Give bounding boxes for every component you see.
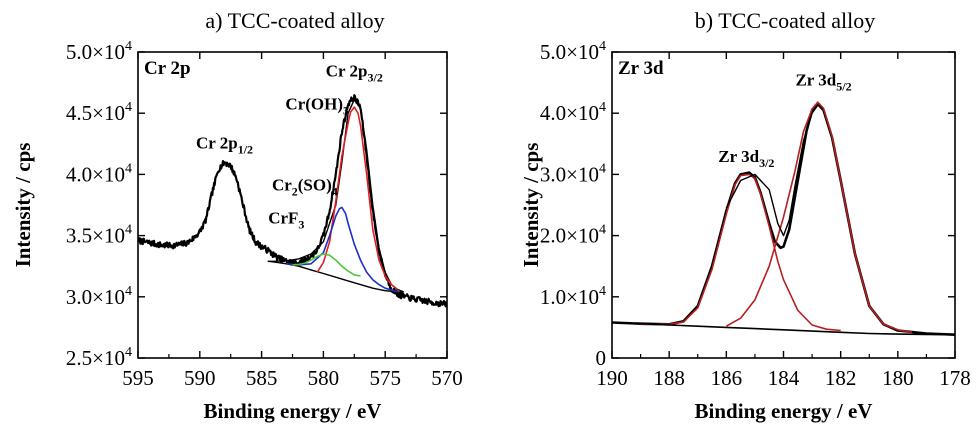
- peak-label-sub: 3/2: [759, 156, 774, 170]
- peak-label-tail: (SO): [298, 175, 332, 194]
- chart-title: b) TCC-coated alloy: [695, 8, 875, 33]
- peak-label-sub2: 4: [332, 184, 338, 198]
- y-tick-mantissa: 5.0×10: [66, 40, 125, 64]
- y-tick-label: 5.0×104: [540, 39, 606, 64]
- y-tick-mantissa: 4.0×10: [66, 162, 125, 186]
- y-tick-mantissa: 4.0×10: [540, 101, 599, 125]
- peak-label-sub: 3: [298, 217, 304, 231]
- plot-area: [138, 94, 447, 308]
- peak-label: Cr2(SO)4: [272, 175, 338, 198]
- peak-label-sub: 3/2: [367, 70, 382, 84]
- y-axis-label: Intensity / cps: [519, 143, 543, 268]
- peak-label-main: Cr 2p: [196, 134, 238, 153]
- peak-label: Cr 2p1/2: [196, 134, 253, 157]
- x-tick-label: 575: [369, 366, 401, 390]
- chart-title: a) TCC-coated alloy: [205, 8, 384, 33]
- peak-label-sub: 1/2: [238, 143, 253, 157]
- plot-area: [612, 101, 955, 336]
- element-label: Zr 3d: [618, 58, 664, 79]
- y-tick-mantissa: 3.5×10: [66, 224, 125, 248]
- y-tick-label: 4.5×104: [66, 100, 132, 125]
- peak-label-main: Cr: [272, 175, 292, 194]
- y-tick-exponent: 4: [125, 223, 132, 238]
- x-tick-label: 590: [184, 366, 216, 390]
- peak-label-sub: 3: [343, 104, 349, 118]
- series-line-3: [725, 101, 913, 334]
- y-tick-label: 4.0×104: [66, 161, 132, 186]
- x-tick-label: 178: [939, 366, 971, 390]
- y-tick-exponent: 4: [125, 161, 132, 176]
- peak-label: Cr 2p3/2: [326, 61, 383, 84]
- y-tick-exponent: 4: [125, 345, 132, 360]
- x-tick-label: 182: [825, 366, 857, 390]
- peak-label-main: Zr 3d: [795, 71, 836, 90]
- x-tick-label: 570: [431, 366, 463, 390]
- y-tick-label: 2.0×104: [540, 223, 606, 248]
- y-tick-exponent: 4: [125, 100, 132, 115]
- x-tick-label: 190: [596, 366, 628, 390]
- y-tick-exponent: 4: [125, 284, 132, 299]
- peak-label: CrF3: [268, 208, 304, 231]
- chart-panel-a: a) TCC-coated alloy 595 590 585 580 575 570 2.5…: [11, 8, 463, 423]
- series-line-2: [640, 173, 841, 332]
- x-tick-label: 585: [246, 366, 278, 390]
- x-tick-label: 595: [122, 366, 154, 390]
- x-tick-label: 184: [768, 366, 800, 390]
- peak-label-sub: 5/2: [836, 80, 851, 94]
- y-tick-mantissa: 5.0×10: [540, 40, 599, 64]
- y-tick-exponent: 4: [599, 223, 606, 238]
- series-line-2: [267, 99, 404, 293]
- y-tick-label: 5.0×104: [66, 39, 132, 64]
- element-label: Cr 2p: [144, 58, 191, 79]
- series-line-4: [725, 104, 819, 237]
- peak-label-main: Cr(OH): [285, 95, 343, 114]
- x-tick-label: 180: [882, 366, 914, 390]
- y-axis-label: Intensity / cps: [11, 143, 35, 268]
- series-line-5: [612, 321, 955, 336]
- peak-label-sub: 2: [292, 184, 298, 198]
- series-line-1: [138, 94, 447, 308]
- peak-label-main: Cr 2p: [326, 61, 368, 80]
- y-tick-label: 3.5×104: [66, 223, 132, 248]
- y-tick-mantissa: 1.0×10: [540, 285, 599, 309]
- x-tick-label: 580: [308, 366, 340, 390]
- peak-label: Zr 3d5/2: [795, 71, 851, 94]
- y-tick-exponent: 4: [599, 161, 606, 176]
- peak-label: Zr 3d3/2: [718, 147, 774, 170]
- x-axis-label: Binding energy / eV: [695, 399, 873, 423]
- y-tick-exponent: 4: [599, 284, 606, 299]
- peak-label-main: Zr 3d: [718, 147, 759, 166]
- y-tick-exponent: 4: [599, 39, 606, 54]
- y-tick-mantissa: 2.5×10: [66, 346, 125, 370]
- y-tick-label: 2.5×104: [66, 345, 132, 370]
- y-tick-label: 4.0×104: [540, 100, 606, 125]
- series-line-6: [292, 253, 361, 277]
- chart-panel-b: b) TCC-coated alloy 190 188 186 184 182 180 178…: [519, 8, 971, 423]
- y-tick-label: 3.0×104: [540, 161, 606, 186]
- x-tick-label: 188: [653, 366, 685, 390]
- y-tick-exponent: 4: [599, 100, 606, 115]
- y-tick-mantissa: 3.0×10: [66, 285, 125, 309]
- peak-label: Cr(OH)3: [285, 95, 349, 118]
- y-tick-mantissa: 2.0×10: [540, 224, 599, 248]
- peak-label-main: CrF: [268, 208, 298, 227]
- y-tick-mantissa: 3.0×10: [540, 162, 599, 186]
- x-axis-label: Binding energy / eV: [204, 399, 382, 423]
- series-line-4: [316, 106, 399, 291]
- y-tick-label: 3.0×104: [66, 284, 132, 309]
- y-tick-label: 1.0×104: [540, 284, 606, 309]
- y-tick-exponent: 4: [125, 39, 132, 54]
- y-tick-mantissa: 4.5×10: [66, 101, 125, 125]
- x-tick-label: 186: [711, 366, 743, 390]
- y-tick-label: 0: [596, 346, 607, 370]
- plot-frame: [611, 51, 956, 359]
